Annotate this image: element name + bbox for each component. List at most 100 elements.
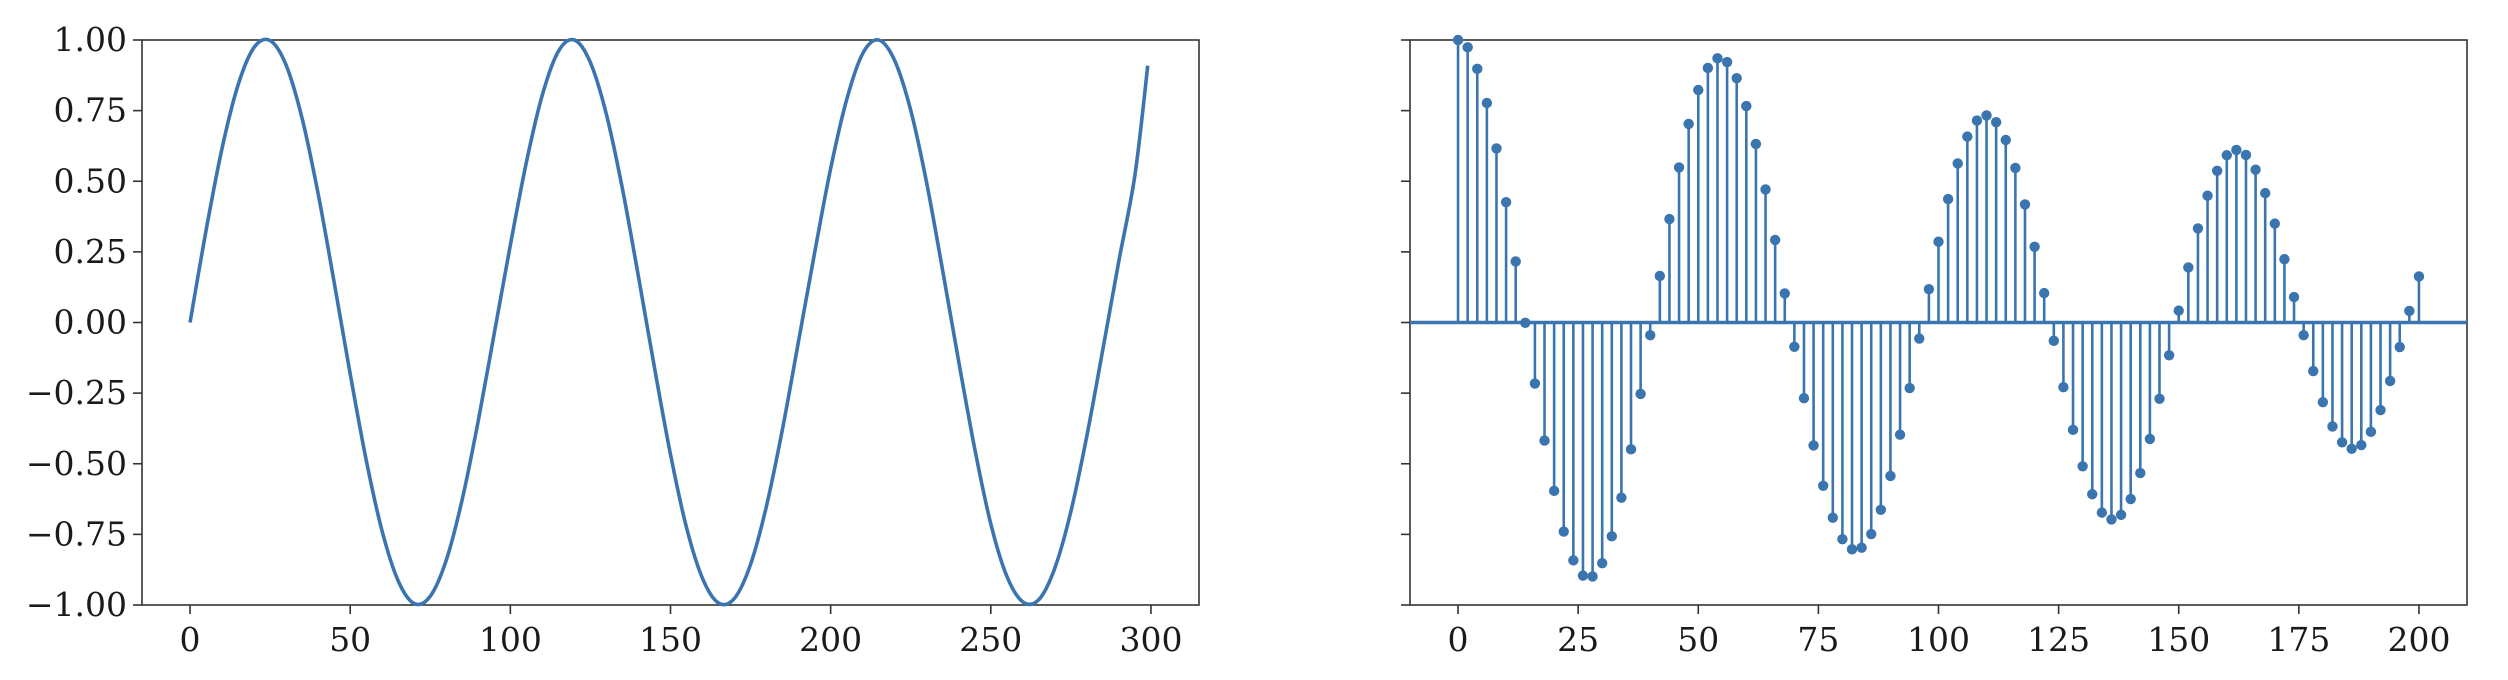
stem-chart-marker [2010,162,2021,174]
line-chart-y-tick-label: −1.00 [26,585,127,624]
stem-chart-marker [2202,190,2213,201]
stem-chart-marker [1616,492,1627,503]
stem-chart-marker [1933,236,1944,247]
line-chart-x-tick-label: 100 [479,620,542,659]
stem-chart-x-tick-label: 125 [2027,620,2090,659]
line-chart-y-tick-label: 0.00 [54,303,127,342]
stem-chart-marker [1942,193,1954,205]
stem-chart-marker [1741,100,1752,112]
line-chart-x-axis: 0 50 100 150 200 250 300 [180,605,1182,659]
line-chart-y-tick-label: −0.75 [26,514,127,553]
stem-chart-marker [2163,350,2175,361]
stem-chart-x-tick-label: 75 [1797,620,1839,659]
stem-chart-marker [2115,509,2127,521]
stem-chart-marker [2384,375,2396,387]
stem-chart-marker [1894,429,1906,440]
stem-chart-marker [1673,162,1685,173]
line-chart-y-tick-label: 0.75 [54,91,127,130]
stem-chart-marker [2327,421,2338,432]
stem-chart-marker [1702,62,1714,74]
stem-chart-series-group [1410,34,2467,582]
stem-chart-marker [1491,143,1502,154]
stem-chart-marker [1568,555,1579,566]
stem-chart-marker [2029,241,2040,252]
stem-chart-marker [1721,56,1733,68]
stem-chart-marker [1481,97,1493,109]
stem-chart-marker [2019,199,2031,210]
stem-chart-marker [1875,504,1887,515]
stem-chart-marker [1539,435,1550,446]
stem-chart-marker [2317,396,2329,408]
stem-chart-marker [1606,531,1617,542]
line-chart-series-group [188,37,1150,607]
stem-chart-marker [2240,149,2252,161]
stem-chart-marker [1750,138,1762,150]
line-chart-panel: 1.00 0.75 0.50 0.25 0.00 −0.25 −0.50 −0.75 −1.00… [26,20,1200,659]
stem-chart-marker [2250,164,2261,175]
stem-chart-x-tick-label: 175 [2267,620,2330,659]
stem-chart-marker [1596,557,1608,569]
stem-chart-marker [1962,131,1973,142]
stem-chart-x-tick-label: 100 [1907,620,1970,659]
stem-chart-marker [2375,404,2386,416]
stem-chart-marker [1587,571,1598,582]
stem-chart-marker [1769,234,1781,246]
stem-chart-marker [2211,165,2223,176]
stem-chart-marker [2154,393,2165,404]
line-chart-x-tick-label: 150 [639,620,702,659]
stem-chart-marker [2096,507,2108,518]
stem-chart-marker [2058,381,2069,393]
stem-chart-marker [1760,184,1771,195]
stem-chart-marker [1472,63,1483,75]
stem-chart-x-axis: 0 25 50 75 100 125 150 175 200 [1448,605,2450,659]
stem-chart-panel: 0 25 50 75 100 125 150 175 200 [1401,34,2468,659]
stem-chart-marker [1827,512,1839,523]
stem-chart-marker [2192,223,2204,234]
stem-chart-marker [2231,144,2242,156]
line-chart-x-tick-label: 200 [799,620,862,659]
stem-chart-marker [1625,444,1637,455]
stem-chart-marker [1866,528,1877,540]
stem-chart-marker [1577,570,1589,581]
stem-chart-marker [1664,213,1675,225]
stem-chart-marker [1654,270,1666,282]
stem-chart-marker [1779,288,1790,299]
stem-chart-marker [2221,150,2232,161]
stem-chart-marker [1914,333,1925,344]
stem-chart-marker [2356,439,2367,451]
stem-chart-marker [1683,118,1694,130]
stem-chart-marker [1885,470,1896,482]
stem-chart-marker [2039,287,2050,299]
stem-chart-marker [2135,467,2146,479]
line-chart-y-tick-label: −0.25 [26,373,127,412]
line-chart-y-tick-label: −0.50 [26,444,127,483]
line-chart-x-tick-label: 50 [329,620,371,659]
stem-chart-marker [1500,196,1512,208]
stem-chart-marker [2067,424,2079,436]
stem-chart-marker [2288,291,2300,303]
line-chart-y-tick-label: 0.50 [54,161,127,200]
stem-chart-marker [1846,544,1858,555]
stem-chart-marker [1798,393,1810,404]
stem-chart-x-tick-label: 150 [2147,620,2210,659]
stem-chart-x-tick-label: 200 [2387,620,2450,659]
stem-chart-marker [1923,283,1935,295]
stem-chart-marker [1837,533,1848,545]
line-chart-x-tick-label: 0 [180,620,201,659]
stem-chart-marker [2269,218,2281,229]
stem-chart-marker [2000,134,2011,146]
stem-chart-marker [1808,440,1819,451]
stem-chart-marker [1645,330,1656,341]
line-chart-y-axis: 1.00 0.75 0.50 0.25 0.00 −0.25 −0.50 −0.75 −1.00 [26,20,142,624]
stem-chart-marker [1981,110,1992,121]
stem-chart-marker [2144,433,2156,445]
stem-chart-marker [2183,262,2194,273]
stem-chart-marker [1548,485,1560,497]
stem-chart-marker [2125,493,2136,505]
line-chart-x-tick-label: 300 [1119,620,1182,659]
stem-chart-marker [2077,461,2088,472]
stem-chart-marker [1856,542,1867,553]
stem-chart-marker [1817,480,1829,491]
stem-chart-marker [2298,330,2309,341]
stem-chart-marker [1635,388,1646,400]
